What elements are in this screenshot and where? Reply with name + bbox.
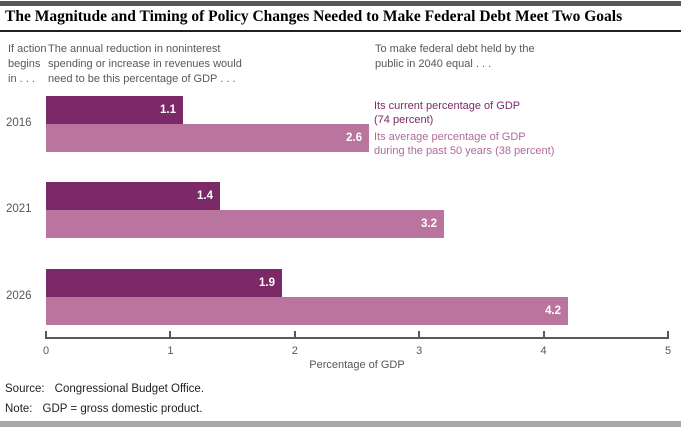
x-axis-tick-label: 5 [664, 345, 672, 357]
annotation-if-action-begins: If action begins in . . . [8, 43, 47, 85]
x-axis-tick [45, 331, 47, 337]
source-text: Congressional Budget Office. [54, 383, 205, 395]
bar-value-label: 1.1 [160, 104, 176, 116]
top-rule [0, 1, 681, 6]
year-label: 2016 [6, 117, 32, 129]
x-axis-tick-label: 1 [167, 345, 174, 357]
x-axis-tick-label: 0 [42, 345, 50, 357]
year-label: 2026 [6, 290, 32, 302]
x-axis-tick-label: 4 [540, 345, 547, 357]
bar-2021-series1: 3.2 [46, 210, 444, 238]
x-axis-title: Percentage of GDP [309, 359, 405, 371]
bar-value-label: 4.2 [545, 305, 561, 317]
legend-item-1: Its average percentage of GDP during the… [374, 131, 555, 157]
title-rule [0, 30, 681, 32]
bar-2026-series0: 1.9 [46, 269, 282, 297]
x-axis-tick [293, 331, 296, 337]
bar-2026-series1: 4.2 [46, 297, 568, 325]
annotation-right-goal: To make federal debt held by the public … [375, 43, 535, 70]
bar-2016-series1: 2.6 [46, 124, 369, 152]
bar-2021-series0: 1.4 [46, 182, 220, 210]
x-axis-tick [169, 331, 172, 337]
x-axis-tick-label: 3 [416, 345, 423, 357]
source-label: Source: [5, 383, 45, 395]
bar-2016-series0: 1.1 [46, 96, 183, 124]
source-row: Source: Congressional Budget Office. [5, 383, 204, 395]
x-axis-line [45, 337, 669, 339]
note-text: GDP = gross domestic product. [42, 403, 203, 415]
x-axis-tick [418, 331, 421, 337]
x-axis-tick-label: 2 [291, 345, 298, 357]
note-row: Note: GDP = gross domestic product. [5, 403, 202, 415]
note-label: Note: [5, 403, 33, 415]
x-axis-tick [667, 331, 669, 337]
bar-value-label: 1.4 [197, 190, 213, 202]
annotation-left-measure: The annual reduction in noninterest spen… [48, 43, 242, 85]
bar-value-label: 1.9 [259, 277, 275, 289]
bottom-rule [0, 421, 681, 427]
legend-item-0: Its current percentage of GDP (74 percen… [374, 100, 521, 126]
year-label: 2021 [6, 203, 32, 215]
figure-title: The Magnitude and Timing of Policy Chang… [5, 8, 623, 25]
bar-value-label: 3.2 [421, 218, 437, 230]
x-axis-tick [542, 331, 545, 337]
bar-value-label: 2.6 [346, 132, 362, 144]
